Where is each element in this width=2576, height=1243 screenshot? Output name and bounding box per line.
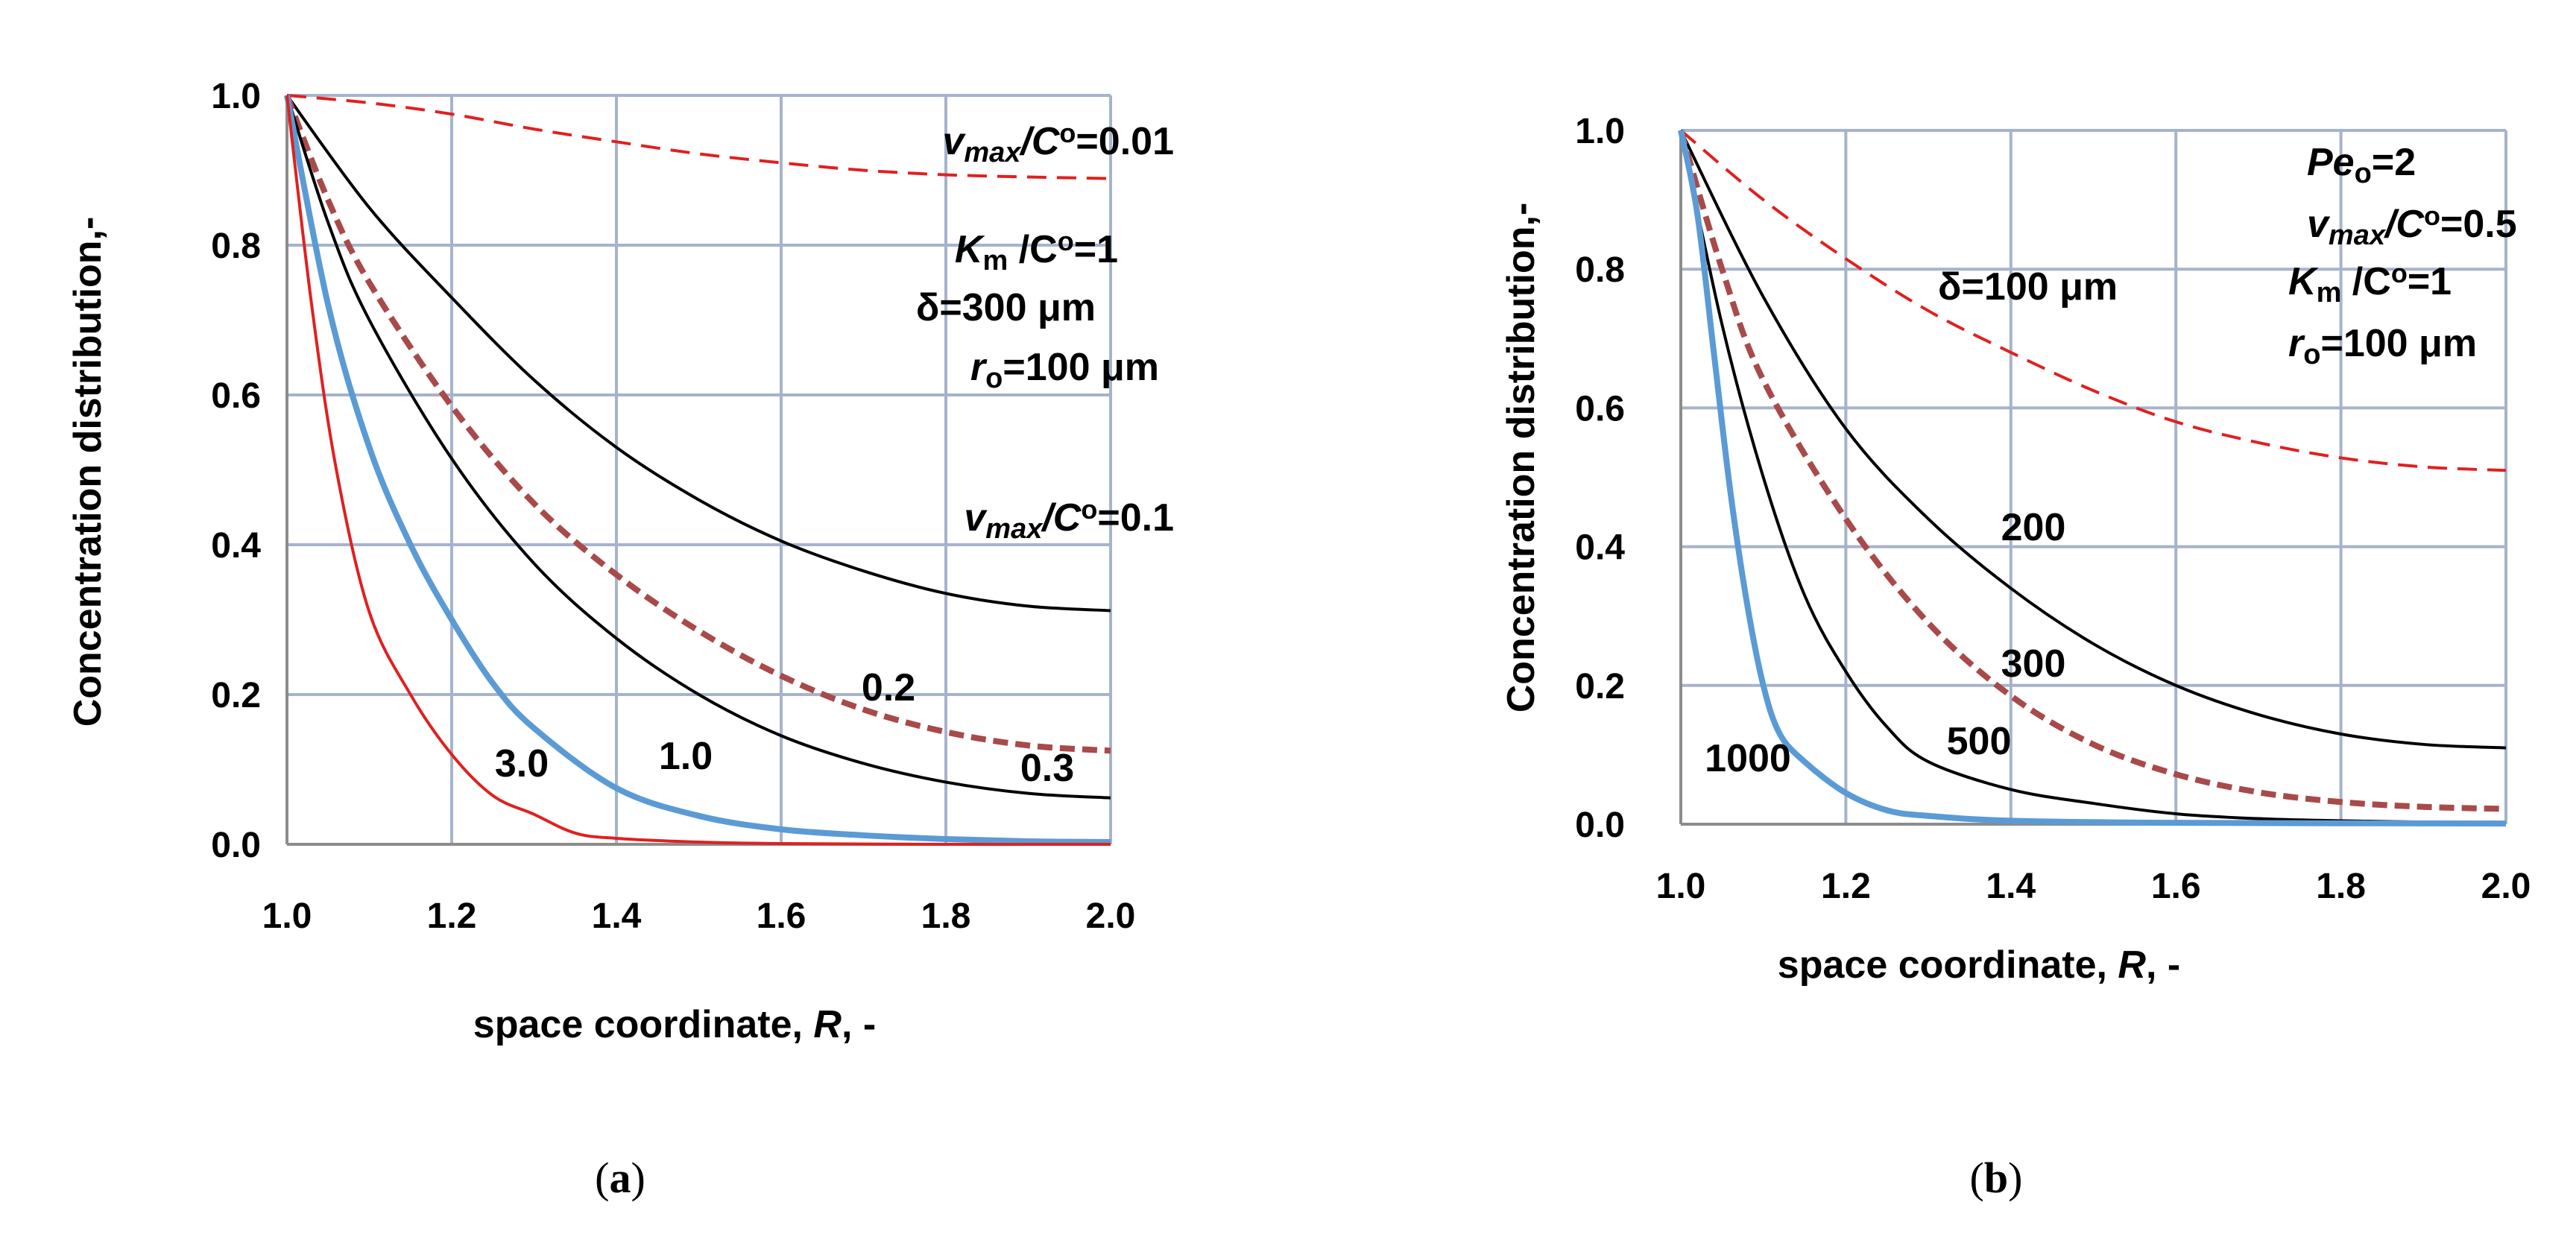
annotation-ro-a: ro=100 μm [970,346,1159,394]
series-b [1678,129,2507,827]
annotation-km-b: Km /Co=1 [2288,258,2452,309]
annotation-delta-b: δ=100 μm [1938,265,2118,309]
x-tick-label: 2.0 [2481,867,2531,906]
y-tick-label: 0.0 [1575,806,1625,845]
x-tick-label: 1.8 [2316,867,2366,906]
data-label-0.3: 0.3 [1020,747,1074,790]
y-axis-title-a: Concentration distribution,- [66,217,110,727]
y-tick-label: 1.0 [1575,112,1625,151]
data-label-3.0: 3.0 [495,742,549,785]
y-tick-label: 0.4 [211,526,261,566]
x-tick-label: 1.2 [427,896,477,936]
panel-label-b: (b) [1970,1154,2023,1202]
series-line--1000-m [1678,130,2507,827]
data-label-0.2: 0.2 [862,666,915,709]
x-tick-label: 2.0 [1086,896,1136,936]
annotation-delta-a: δ=300 μm [916,286,1096,329]
grid-a [287,94,1112,844]
data-label-1.0: 1.0 [659,735,713,778]
series-line-vmax-co-0.01 [286,94,1111,180]
annotation-vmax-05: vmax/Co=0.5 [2307,200,2517,251]
y-tick-label: 0.0 [211,826,261,865]
series-line-vmax-co-0.2 [284,94,1111,754]
series-line-vmax-co-1.0 [284,95,1111,845]
y-tick-label: 0.8 [1575,250,1625,290]
x-tick-label: 1.0 [262,896,312,936]
y-tick-label: 0.4 [1575,528,1625,568]
series-line-vmax-co-3.0 [285,95,1111,847]
series-line--300-m [1678,129,2507,812]
y-tick-label: 0.2 [1575,667,1625,706]
series-a [284,94,1111,847]
annotation-peo: Peo=2 [2307,141,2416,189]
axes-a [285,95,1111,846]
series-line--200-m [1679,130,2507,750]
x-tick-label: 1.4 [592,896,642,936]
panel-label-a: (a) [595,1154,645,1202]
x-axis-title-a: space coordinate, R, - [473,1003,876,1046]
x-tick-label: 1.0 [1656,867,1706,906]
panel-a: 1.0 1.2 1.4 1.6 1.8 2.0 0.0 0.2 0.4 0.6 0.8 1.0 spa… [66,77,1174,1202]
series-line-vmax-co-0.1 [285,94,1111,613]
panel-b: 1.0 1.2 1.4 1.6 1.8 2.0 0.0 0.2 0.4 0.6 0.8 1.0 spa… [1500,112,2531,1202]
x-tick-label: 1.6 [757,896,806,936]
series-line--100-m [1679,129,2507,472]
x-tick-label: 1.8 [921,896,971,936]
x-tick-label: 1.4 [1986,867,2036,906]
annotation-km-a: Km /Co=1 [955,226,1118,276]
data-label-1000: 1000 [1705,737,1791,780]
x-axis-title-b: space coordinate, R, - [1778,943,2180,987]
y-tick-label: 1.0 [211,77,261,116]
annotation-ro-b: ro=100 μm [2288,322,2477,370]
ticks-b: 1.0 1.2 1.4 1.6 1.8 2.0 0.0 0.2 0.4 0.6 0.8 1.0 [1575,112,2531,906]
grid-b [1681,129,2507,824]
y-tick-label: 0.8 [211,227,261,266]
ticks-a: 1.0 1.2 1.4 1.6 1.8 2.0 0.0 0.2 0.4 0.6 0.8 1.0 [211,77,1135,936]
y-tick-label: 0.6 [1575,389,1625,428]
data-label-200: 200 [2001,506,2066,549]
y-tick-label: 0.2 [211,676,261,715]
annotation-vmax-001: vmax/Co=0.01 [942,118,1174,168]
x-tick-label: 1.6 [2151,867,2201,906]
data-label-300: 300 [2001,642,2066,686]
annotation-vmax-01: vmax/Co=0.1 [964,494,1174,545]
y-axis-title-b: Concentration distribution,- [1500,203,1543,713]
x-tick-label: 1.2 [1821,867,1871,906]
data-label-500: 500 [1947,720,2012,763]
y-tick-label: 0.6 [211,376,261,416]
series-line-vmax-co-0.3 [285,95,1111,800]
